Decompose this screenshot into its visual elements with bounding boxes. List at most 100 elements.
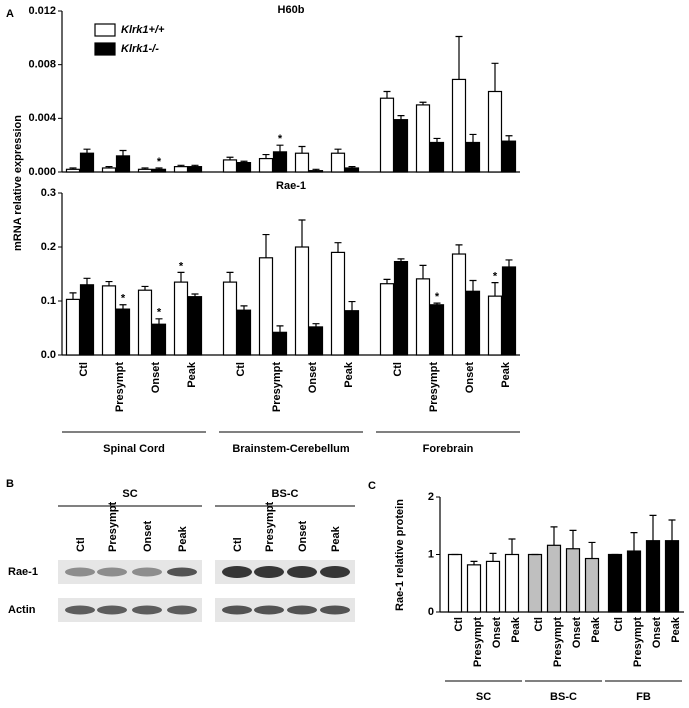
bar [565, 548, 581, 613]
x-tick-label: Presympt [271, 362, 283, 412]
bar [379, 283, 395, 356]
error-bar [397, 115, 405, 120]
lane-label: Onset [142, 520, 154, 552]
bar [173, 166, 189, 173]
error-bar [455, 244, 463, 255]
bar [115, 308, 131, 356]
y-tick-label: 0.008 [28, 59, 56, 71]
bar [258, 157, 274, 173]
bar [504, 553, 520, 613]
bar [487, 295, 503, 356]
bar [236, 309, 252, 356]
error-bar [348, 300, 356, 311]
bar [187, 296, 203, 356]
bar [664, 540, 680, 613]
error-bar [226, 271, 234, 283]
error-bar [262, 153, 270, 159]
bar [415, 104, 431, 173]
bar [487, 90, 503, 173]
x-tick-label: Presympt [632, 617, 644, 667]
error-bar [240, 305, 248, 311]
x-tick-label: Onset [464, 362, 476, 394]
group-label: SC [122, 488, 137, 500]
error-bar [348, 166, 356, 168]
bar [626, 550, 642, 613]
bar [258, 257, 274, 356]
x-tick-label: Ctl [392, 362, 404, 377]
x-tick-label: Presympt [552, 617, 564, 667]
row-label: Actin [8, 604, 36, 616]
error-bar [69, 292, 77, 300]
error-bar [383, 278, 391, 284]
blot-band [132, 567, 162, 577]
group-label: SC [476, 691, 491, 703]
bar [65, 298, 81, 356]
blot-band [167, 567, 197, 577]
legend-swatch [94, 42, 116, 56]
group-label: FB [636, 691, 651, 703]
blot-band [287, 605, 317, 615]
error-bar [226, 156, 234, 160]
chart-title: Rae-1 [276, 180, 306, 192]
x-tick-label: Peak [670, 616, 682, 643]
error-bar [298, 145, 306, 154]
x-tick-label: Presympt [472, 617, 484, 667]
error-bar [505, 135, 513, 142]
error-bar [433, 137, 441, 143]
error-bar [262, 233, 270, 258]
error-bar [276, 325, 284, 333]
bar [393, 260, 409, 356]
error-bar [177, 164, 185, 167]
error-bar [83, 148, 91, 154]
error-bar [312, 323, 320, 327]
chart-title: H60b [278, 4, 305, 16]
bar [101, 167, 117, 173]
y-tick-label: 2 [428, 491, 434, 503]
error-bar [469, 133, 477, 143]
bar [429, 141, 445, 173]
significance-label: * [493, 271, 498, 283]
y-tick-label: 0.000 [28, 166, 56, 178]
bar [344, 310, 360, 356]
error-bar [105, 280, 113, 286]
x-tick-label: Peak [590, 616, 602, 643]
legend-label: Klrk1-/- [121, 43, 159, 55]
legend-swatch [94, 23, 116, 37]
x-tick-label: Peak [343, 361, 355, 388]
x-tick-label: Onset [571, 617, 583, 649]
x-tick-label: Presympt [114, 362, 126, 412]
blot-band [320, 566, 350, 578]
bar [429, 304, 445, 356]
panel-label: C [368, 480, 376, 492]
y-tick-label: 0.0 [41, 349, 56, 361]
x-tick-label: Ctl [533, 617, 545, 632]
bar [546, 544, 562, 613]
x-tick-label: Peak [510, 616, 522, 643]
error-bar [191, 164, 199, 167]
lane-label: Ctl [232, 537, 244, 552]
x-tick-label: Onset [651, 617, 663, 649]
bar [465, 290, 481, 356]
error-bar [155, 167, 163, 170]
bar [272, 331, 288, 356]
bar [173, 281, 189, 356]
blot-band [97, 605, 127, 615]
error-bar [276, 144, 284, 152]
significance-label: * [435, 291, 440, 303]
bar [451, 253, 467, 356]
blot-band [320, 605, 350, 615]
bar [485, 560, 501, 613]
error-bar [649, 514, 657, 541]
blot-band [254, 566, 284, 578]
x-tick-label: Ctl [78, 362, 90, 377]
y-tick-label: 0.3 [41, 187, 56, 199]
error-bar [298, 219, 306, 247]
lane-label: Peak [330, 525, 342, 552]
blot-band [167, 605, 197, 615]
group-label: BS-C [272, 488, 299, 500]
error-bar [191, 293, 199, 297]
bar [330, 152, 346, 173]
bar [222, 159, 238, 173]
lane-label: Ctl [75, 537, 87, 552]
bar [65, 168, 81, 173]
